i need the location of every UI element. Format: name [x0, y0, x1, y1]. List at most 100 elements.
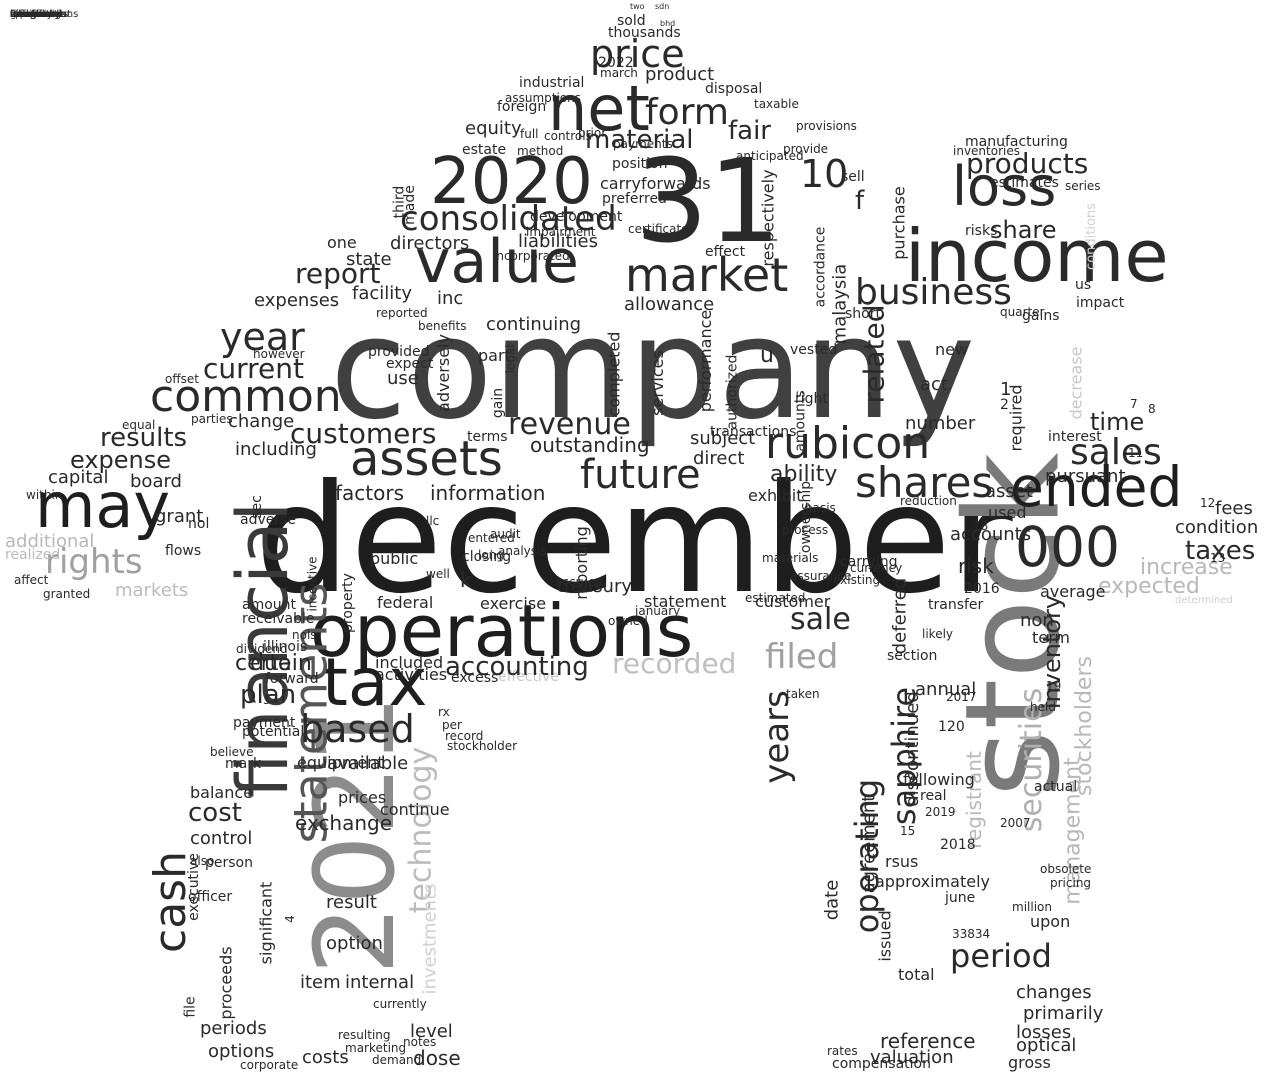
word-obsolete: obsolete: [1040, 862, 1092, 876]
word-direct: direct: [693, 448, 745, 469]
word-federal: federal: [377, 593, 434, 612]
word-net: net: [548, 72, 650, 145]
word-taken: taken: [786, 687, 820, 701]
word-effective: effective: [498, 669, 559, 685]
word-march: march: [600, 66, 638, 80]
word-differences: differences: [10, 9, 66, 20]
word-nol: nol: [188, 516, 210, 532]
word-upon: upon: [1030, 912, 1071, 931]
word-benefits: benefits: [418, 319, 467, 333]
word-statement: statement: [644, 592, 727, 611]
word-registrant: registrant: [961, 751, 986, 849]
word-currency: currency: [850, 561, 903, 575]
word-continue: continue: [380, 800, 450, 819]
word-assurance: assurance: [790, 569, 852, 583]
word-10: 10: [800, 152, 849, 196]
word-cost: cost: [188, 798, 242, 828]
word-specifications: specifications: [10, 9, 79, 20]
word-amendment: amendment: [10, 9, 71, 20]
word-risks: risks: [965, 223, 998, 239]
word-reduction: reduction: [900, 494, 957, 508]
word-section: section: [887, 648, 938, 664]
word-rights: rights: [45, 542, 143, 582]
word-february: february: [10, 9, 53, 20]
word-authorized: authorized: [724, 354, 741, 430]
word-legal: legal: [503, 344, 518, 374]
word-taxes: taxes: [1185, 536, 1256, 566]
word-business: business: [855, 272, 1012, 313]
word-purchase: purchase: [889, 186, 909, 260]
word-balance: balance: [190, 783, 253, 802]
word-incentive: incentive: [305, 556, 320, 612]
word-believe: believe: [210, 745, 254, 759]
word-demand: demand: [372, 1053, 422, 1067]
word-two: two: [630, 2, 645, 11]
word-file: file: [182, 996, 199, 1018]
word-sales: sales: [1070, 432, 1162, 473]
word-short: short: [845, 306, 881, 322]
word-9: 9: [10, 9, 17, 20]
word-sell: sell: [841, 169, 865, 185]
word-assumptions: assumptions: [505, 91, 582, 105]
word-materials: materials: [762, 551, 819, 565]
word-act: act: [920, 374, 948, 395]
word-33834: 33834: [952, 927, 991, 941]
word-activities: activities: [375, 665, 448, 684]
word-accounted: accounted: [10, 9, 63, 20]
word-adversely: adversely: [433, 334, 453, 412]
word-accordance: accordance: [812, 226, 829, 308]
word-new: new: [935, 340, 969, 359]
word-liabilities: liabilities: [518, 231, 598, 252]
word-interest: interest: [1048, 429, 1102, 445]
word-price: price: [590, 32, 685, 76]
word-total: total: [898, 965, 935, 984]
word-31: 31: [635, 135, 782, 269]
word-results: results: [100, 423, 188, 453]
word-loss: loss: [952, 155, 1057, 218]
word-proceeds: proceeds: [216, 946, 236, 1020]
word-audit: audit: [490, 527, 521, 541]
word-including: including: [235, 439, 317, 460]
word-exercise: exercise: [480, 594, 547, 613]
word-2007: 2007: [1000, 816, 1031, 830]
word-assets: assets: [350, 431, 503, 487]
word-information: information: [430, 481, 546, 505]
word-goods: goods: [10, 9, 41, 20]
word-operations: operations: [310, 589, 694, 673]
word-material: material: [585, 125, 694, 155]
word-one: one: [327, 233, 357, 252]
word-stockholder: stockholder: [447, 739, 518, 753]
word-basis: basis: [805, 501, 836, 515]
word-well: well: [426, 567, 450, 581]
word-method: method: [517, 144, 564, 158]
word-common: common: [150, 371, 342, 422]
word-non: non: [1020, 610, 1054, 631]
word-deferred: deferred: [889, 577, 911, 655]
word-expected: expected: [1098, 574, 1200, 599]
word-2018: 2018: [940, 837, 976, 853]
word-consolidated: consolidated: [400, 199, 617, 239]
word-actual: actual: [1034, 779, 1078, 795]
word-anticipated: anticipated: [736, 149, 804, 163]
word-included: included: [375, 653, 444, 672]
word-accrued: accrued: [555, 575, 604, 589]
word-8: 8: [1148, 402, 1156, 416]
word-gross: gross: [1008, 1053, 1051, 1072]
word-7: 7: [1130, 397, 1138, 411]
word-granted: granted: [43, 587, 91, 601]
word-decrease: decrease: [1066, 346, 1086, 420]
word-capital: capital: [48, 467, 109, 488]
word-chief: chief: [10, 9, 35, 20]
word-change: change: [228, 411, 295, 432]
word-result: result: [326, 892, 377, 913]
word-rates: rates: [827, 1044, 858, 1058]
word-payments: payments: [613, 137, 673, 151]
word-board: board: [130, 471, 182, 492]
word-become: become: [10, 9, 51, 20]
word-however: however: [253, 347, 305, 361]
word-transactions: transactions: [710, 424, 797, 440]
word-long: long: [478, 548, 504, 562]
word-malaysia: malaysia: [829, 263, 851, 345]
word-compensation: compensation: [832, 1056, 931, 1072]
word-end: end: [10, 9, 29, 20]
